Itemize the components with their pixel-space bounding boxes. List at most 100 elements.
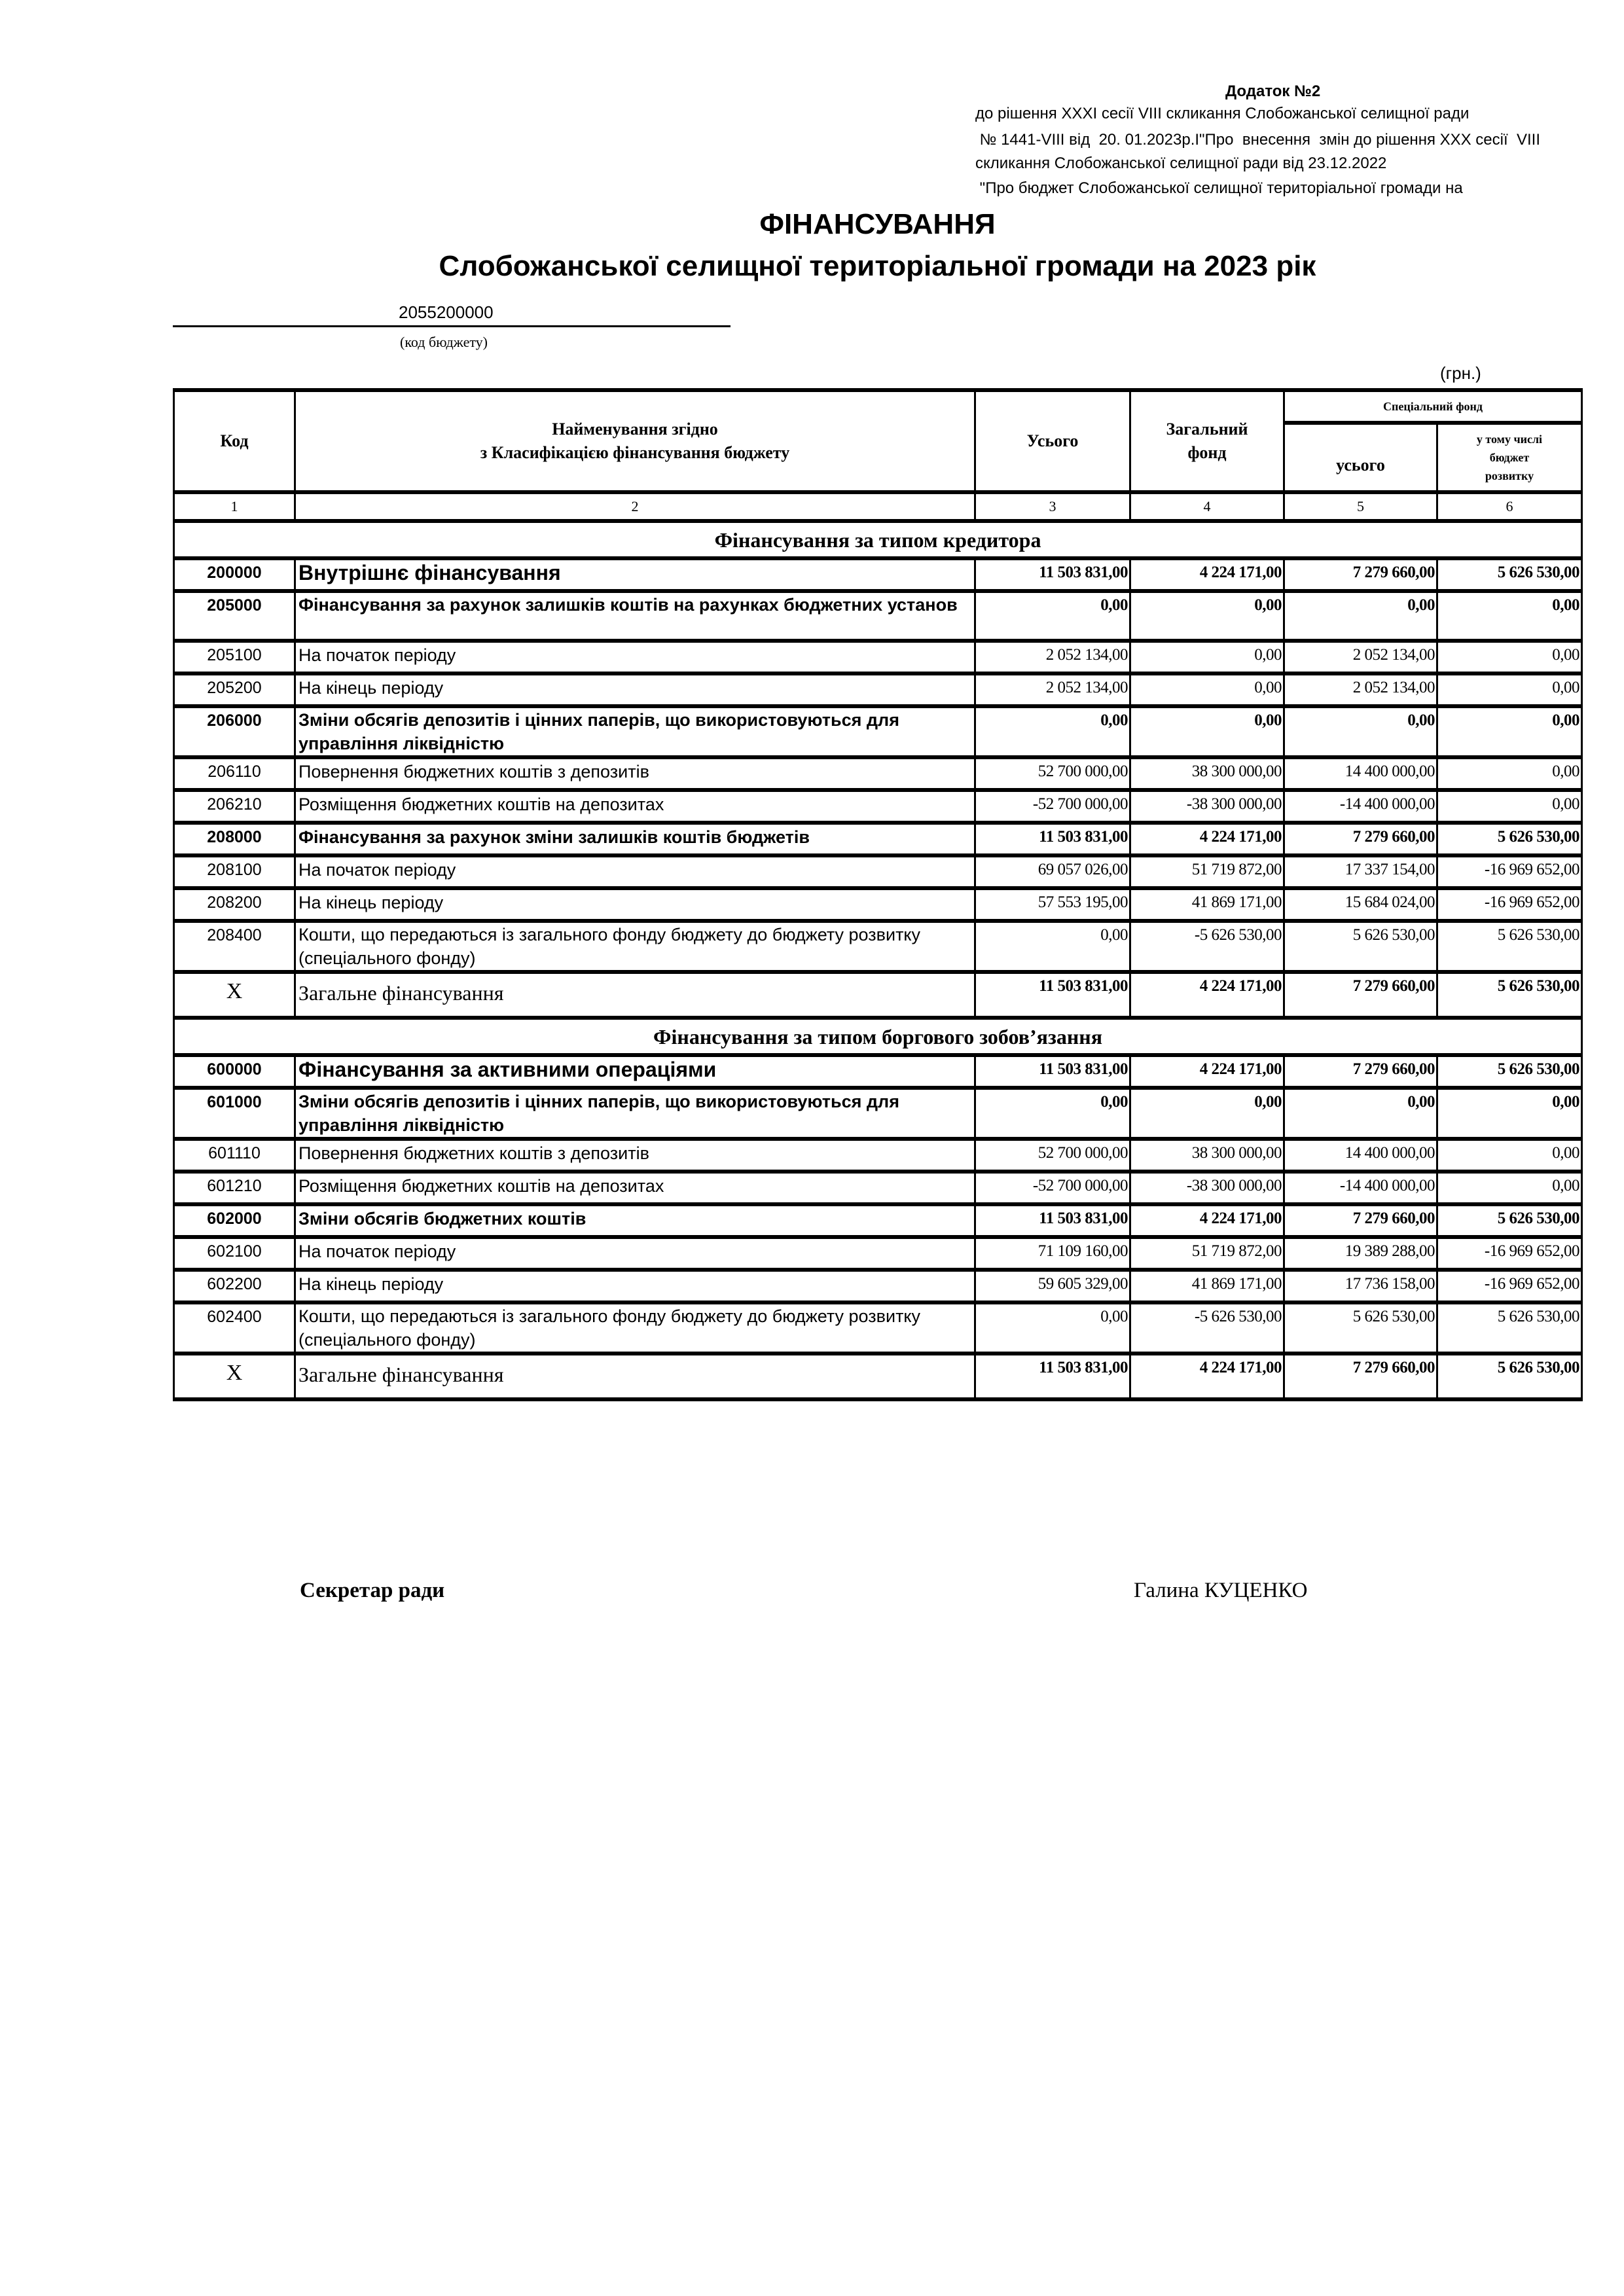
value-total: 52 700 000,00 — [974, 1137, 1131, 1174]
value-special-total: 19 389 288,00 — [1283, 1235, 1438, 1272]
value-special-total: 2 052 134,00 — [1283, 672, 1438, 708]
value-special-total: 17 736 158,00 — [1283, 1268, 1438, 1304]
value-special-total: 0,00 — [1283, 1086, 1438, 1141]
row-code: 200000 — [173, 556, 296, 593]
value-general-fund: 0,00 — [1129, 672, 1285, 708]
value-total: 11 503 831,00 — [974, 1352, 1131, 1401]
value-development-budget: -16 969 652,00 — [1436, 853, 1583, 890]
row-code: 600000 — [173, 1053, 296, 1090]
value-development-budget: 0,00 — [1436, 788, 1583, 825]
header-general-line1: Загальний — [1166, 420, 1248, 439]
column-number: 3 — [974, 490, 1131, 523]
row-code: 601210 — [173, 1170, 296, 1206]
column-number: 5 — [1283, 490, 1438, 523]
row-name: Зміни обсягів депозитів і цінних паперів… — [294, 704, 976, 759]
row-name: Фінансування за активними операціями — [294, 1053, 976, 1090]
value-special-total: 14 400 000,00 — [1283, 1137, 1438, 1174]
value-development-budget: 0,00 — [1436, 1137, 1583, 1174]
table-row: 602400 Кошти, що передаються із загальног… — [173, 1300, 1583, 1355]
value-general-fund: 4 224 171,00 — [1129, 1053, 1285, 1090]
row-name: Повернення бюджетних коштів з депозитів — [294, 755, 976, 792]
value-special-total: -14 400 000,00 — [1283, 788, 1438, 825]
table-row: 601210 Розміщення бюджетних коштів на деп… — [173, 1170, 1583, 1206]
header-development-budget: у тому числі бюджет розвитку — [1436, 421, 1583, 494]
table-row: 600000 Фінансування за активними операція… — [173, 1053, 1583, 1090]
value-total: -52 700 000,00 — [974, 788, 1131, 825]
value-total: 69 057 026,00 — [974, 853, 1131, 890]
value-total: 11 503 831,00 — [974, 970, 1131, 1020]
appendix-line: до рішення XXXI сесії VIII скликання Сло… — [975, 105, 1470, 122]
value-general-fund: -38 300 000,00 — [1129, 788, 1285, 825]
value-development-budget: 0,00 — [1436, 1170, 1583, 1206]
value-general-fund: -5 626 530,00 — [1129, 919, 1285, 974]
row-name: Внутрішнє фінансування — [294, 556, 976, 593]
table-row: 601000 Зміни обсягів депозитів і цінних п… — [173, 1086, 1583, 1141]
header-name-line1: Найменування згідно — [552, 420, 718, 439]
row-name: Кошти, що передаються із загального фонд… — [294, 919, 976, 974]
row-code: 208200 — [173, 886, 296, 923]
signature-name: Галина КУЦЕНКО — [1134, 1579, 1308, 1602]
financing-table: Код Найменування згідно з Класифікацією … — [173, 388, 1583, 1401]
row-code: 601000 — [173, 1086, 296, 1141]
value-general-fund: 4 224 171,00 — [1129, 821, 1285, 857]
row-name: На кінець періоду — [294, 886, 976, 923]
value-development-budget: 5 626 530,00 — [1436, 821, 1583, 857]
value-development-budget: -16 969 652,00 — [1436, 886, 1583, 923]
table-row: 206110 Повернення бюджетних коштів з депо… — [173, 755, 1583, 792]
value-general-fund: 4 224 171,00 — [1129, 970, 1285, 1020]
value-development-budget: 0,00 — [1436, 704, 1583, 759]
section-title: Фінансування за типом кредитора — [173, 519, 1583, 560]
value-general-fund: -38 300 000,00 — [1129, 1170, 1285, 1206]
page-title: ФІНАНСУВАННЯ — [759, 208, 996, 240]
value-development-budget: 0,00 — [1436, 755, 1583, 792]
value-general-fund: 41 869 171,00 — [1129, 1268, 1285, 1304]
row-code: 205100 — [173, 639, 296, 675]
value-general-fund: 0,00 — [1129, 704, 1285, 759]
value-special-total: -14 400 000,00 — [1283, 1170, 1438, 1206]
value-general-fund: 38 300 000,00 — [1129, 1137, 1285, 1174]
currency-label: (грн.) — [1440, 363, 1481, 383]
row-name: Кошти, що передаються із загального фонд… — [294, 1300, 976, 1355]
header-general-fund: Загальний фонд — [1129, 388, 1285, 494]
total-row: X Загальне фінансування 11 503 831,00 4 224… — [173, 970, 1583, 1020]
row-name: На початок періоду — [294, 639, 976, 675]
value-development-budget: -16 969 652,00 — [1436, 1235, 1583, 1272]
row-code: 602000 — [173, 1202, 296, 1239]
row-code: 208100 — [173, 853, 296, 890]
table-row: 602100 На початок періоду 71 109 160,00 51 … — [173, 1235, 1583, 1272]
value-general-fund: 51 719 872,00 — [1129, 1235, 1285, 1272]
row-code: X — [173, 970, 296, 1020]
value-general-fund: 4 224 171,00 — [1129, 1202, 1285, 1239]
row-name: На початок періоду — [294, 1235, 976, 1272]
value-development-budget: 0,00 — [1436, 639, 1583, 675]
value-total: 0,00 — [974, 589, 1131, 643]
row-code: 208400 — [173, 919, 296, 974]
value-total: 0,00 — [974, 1086, 1131, 1141]
row-name: Повернення бюджетних коштів з депозитів — [294, 1137, 976, 1174]
row-name: Розміщення бюджетних коштів на депозитах — [294, 788, 976, 825]
column-number: 1 — [173, 490, 296, 523]
row-name: Загальне фінансування — [294, 970, 976, 1020]
value-general-fund: 0,00 — [1129, 589, 1285, 643]
page-subtitle: Слобожанської селищної територіальної гр… — [439, 250, 1316, 282]
table-row: 602000 Зміни обсягів бюджетних коштів 11 5… — [173, 1202, 1583, 1239]
value-total: 0,00 — [974, 919, 1131, 974]
value-special-total: 14 400 000,00 — [1283, 755, 1438, 792]
table-row: 208000 Фінансування за рахунок зміни зали… — [173, 821, 1583, 857]
value-total: 0,00 — [974, 1300, 1131, 1355]
value-total: 11 503 831,00 — [974, 821, 1131, 857]
value-special-total: 7 279 660,00 — [1283, 1202, 1438, 1239]
value-special-total: 15 684 024,00 — [1283, 886, 1438, 923]
section-row: Фінансування за типом кредитора — [173, 519, 1583, 560]
header-dev-line3: розвитку — [1485, 469, 1534, 482]
row-code: X — [173, 1352, 296, 1401]
table-row: 200000 Внутрішнє фінансування 11 503 831,0… — [173, 556, 1583, 593]
header-dev-line1: у тому числі — [1476, 433, 1543, 446]
value-special-total: 17 337 154,00 — [1283, 853, 1438, 890]
value-total: 2 052 134,00 — [974, 672, 1131, 708]
appendix-line: № 1441-VIII від 20. 01.2023р.І"Про внесе… — [975, 131, 1540, 149]
value-total: 71 109 160,00 — [974, 1235, 1131, 1272]
table-row: 206000 Зміни обсягів депозитів і цінних п… — [173, 704, 1583, 759]
value-general-fund: 4 224 171,00 — [1129, 1352, 1285, 1401]
value-special-total: 7 279 660,00 — [1283, 821, 1438, 857]
